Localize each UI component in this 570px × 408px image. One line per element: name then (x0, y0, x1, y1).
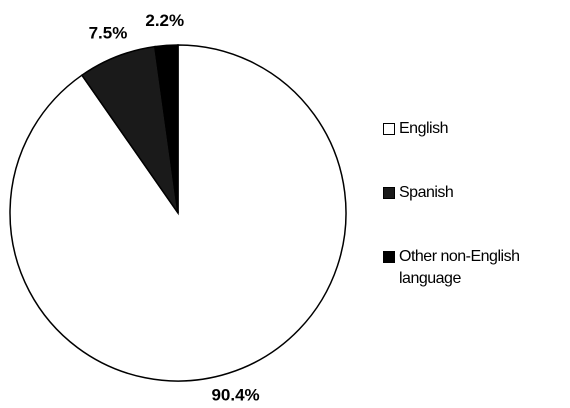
data-label: 7.5% (89, 24, 128, 43)
legend-item: English (383, 118, 563, 140)
legend: English Spanish Other non-English language (383, 118, 563, 332)
legend-label: Spanish (399, 184, 454, 201)
legend-item: Spanish (383, 182, 563, 204)
legend-label: English (399, 120, 448, 137)
pie-slice (154, 44, 179, 214)
data-label: 90.4% (211, 386, 259, 405)
data-label: 2.2% (145, 11, 184, 30)
legend-label: Other non-English language (399, 248, 520, 287)
legend-item: Other non-English language (383, 246, 563, 290)
legend-swatch (383, 123, 395, 135)
legend-swatch (383, 187, 395, 199)
legend-swatch (383, 251, 395, 263)
